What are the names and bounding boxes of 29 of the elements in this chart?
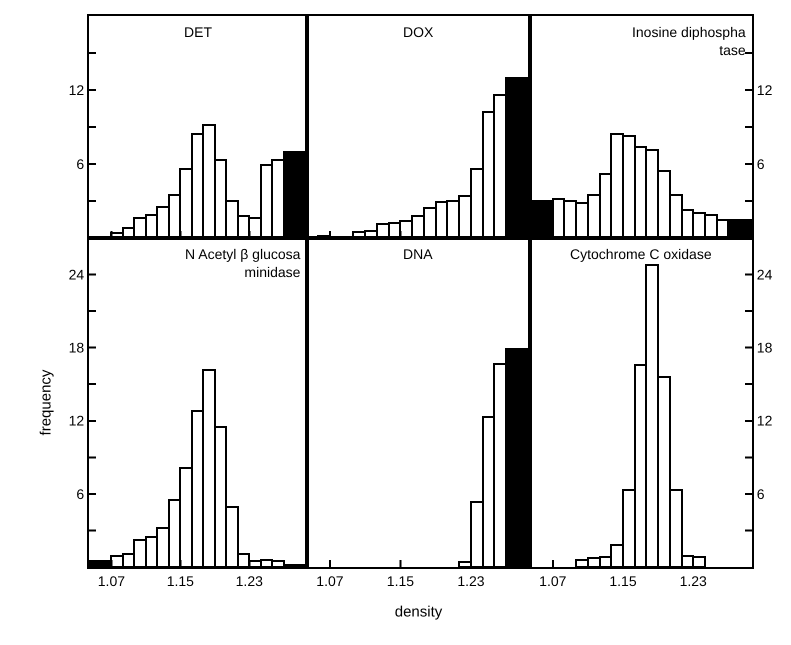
y-tick-label: 12 (68, 82, 84, 98)
text: Inosine diphospha tase (632, 24, 746, 58)
text: Cytochrome C oxidase (570, 246, 712, 262)
x-tick-label: 1.07 (539, 572, 567, 589)
y-tick-label: 24 (68, 266, 84, 282)
text: DOX (403, 24, 434, 40)
y-tick-label: 6 (756, 156, 765, 172)
y-tick-label: 18 (756, 340, 773, 356)
text: DET (184, 24, 212, 40)
x-tick-label: 1.07 (316, 572, 344, 589)
x-tick-label: 1.15 (386, 572, 414, 589)
x-tick-label: 1.07 (98, 572, 126, 589)
x-tick-label: 1.23 (680, 572, 708, 589)
x-tick-label: 1.15 (609, 572, 637, 589)
text: DNA (403, 246, 434, 262)
x-axis-title: density (394, 603, 443, 620)
y-tick-label: 12 (756, 412, 773, 429)
y-tick-label: 6 (756, 486, 765, 502)
y-tick-label: 18 (68, 340, 84, 356)
y-tick-label: 12 (68, 412, 84, 429)
x-tick-label: 1.15 (166, 572, 194, 589)
x-tick-label: 1.23 (236, 572, 264, 589)
x-tick-label: 1.23 (457, 572, 485, 589)
text: N Acetyl β glucosa minidase (185, 246, 301, 280)
y-tick-label: 6 (76, 156, 84, 172)
y-tick-label: 6 (76, 486, 84, 502)
y-tick-label: 24 (756, 266, 773, 282)
y-tick-label: 12 (756, 82, 773, 98)
y-axis-title: frequency (37, 369, 54, 436)
